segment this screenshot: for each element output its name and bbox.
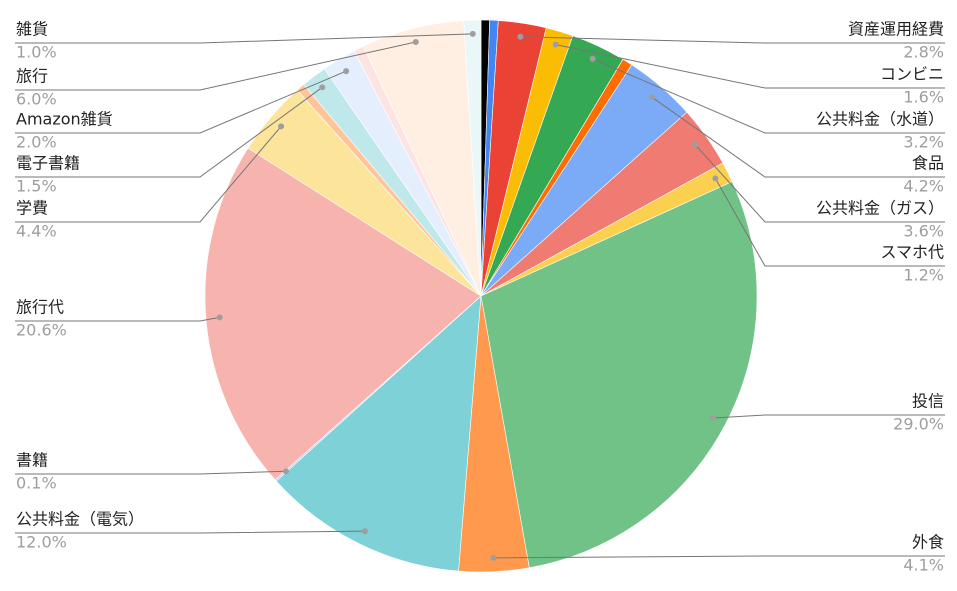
slice-label: Amazon雑貨	[16, 110, 113, 129]
slice-value-label: 1.0%	[16, 43, 57, 62]
slice-value-label: 4.2%	[903, 177, 944, 196]
slice-label: 公共料金（電気）	[16, 510, 144, 529]
leader-dot	[278, 123, 285, 130]
leader-line	[15, 86, 323, 178]
slice-value-label: 1.2%	[903, 266, 944, 285]
slice-value-label: 29.0%	[893, 415, 944, 434]
slice-label: 食品	[912, 154, 944, 173]
pie-slice	[463, 19, 482, 297]
leader-line	[694, 144, 945, 223]
leader-dot	[648, 94, 655, 101]
slice-label: 外食	[912, 533, 944, 552]
slice-label: 公共料金（ガス）	[816, 199, 944, 218]
leader-line	[15, 316, 220, 322]
slice-value-label: 20.6%	[16, 321, 67, 340]
pie-slice	[275, 295, 482, 572]
leader-dot	[490, 554, 497, 561]
leader-line	[592, 58, 945, 134]
slice-value-label: 3.6%	[903, 222, 944, 241]
leader-dot	[517, 33, 524, 40]
slice-label: コンビニ	[880, 65, 944, 84]
slice-label: 電子書籍	[16, 154, 80, 173]
slice-label: 学費	[16, 199, 48, 218]
leader-line	[15, 33, 473, 44]
leader-line	[15, 41, 416, 91]
leader-dot	[282, 468, 289, 475]
leader-dot	[412, 39, 419, 46]
slice-label: 旅行代	[16, 298, 64, 317]
leader-dot	[361, 528, 368, 535]
slice-value-label: 3.2%	[903, 133, 944, 152]
slice-value-label: 4.4%	[16, 222, 57, 241]
slice-value-label: 12.0%	[16, 533, 67, 552]
slice-value-label: 6.0%	[16, 90, 57, 109]
slice-label: 旅行	[16, 67, 48, 86]
leader-line	[15, 470, 286, 475]
leader-dot	[216, 314, 223, 321]
leader-line	[15, 126, 282, 223]
leader-line	[15, 530, 365, 534]
leader-line	[520, 36, 945, 44]
leader-dot	[319, 84, 326, 91]
slice-value-label: 4.1%	[903, 556, 944, 575]
leader-dot	[343, 68, 350, 75]
leader-line	[713, 414, 945, 419]
pie-slice	[204, 147, 482, 481]
slice-label: 資産運用経費	[848, 20, 944, 39]
leader-dot	[552, 41, 559, 48]
slice-value-label: 2.0%	[16, 133, 57, 152]
slice-value-label: 0.1%	[16, 474, 57, 493]
leader-line	[15, 70, 347, 134]
leader-dot	[712, 175, 719, 182]
leader-line	[714, 178, 945, 267]
leader-line	[555, 44, 945, 89]
slice-label: 雑貨	[16, 20, 48, 39]
leader-line	[493, 555, 945, 559]
slice-label: スマホ代	[880, 243, 944, 262]
slice-label: 書籍	[16, 451, 48, 470]
leader-line	[651, 96, 945, 178]
leader-dot	[692, 141, 699, 148]
leader-dot	[589, 55, 596, 62]
slice-label: 投信	[912, 392, 944, 411]
leader-dot	[710, 414, 717, 421]
leader-dot	[469, 30, 476, 37]
slice-label: 公共料金（水道）	[816, 110, 944, 129]
slice-value-label: 2.8%	[903, 43, 944, 62]
slice-value-label: 1.5%	[16, 177, 57, 196]
slice-value-label: 1.6%	[903, 88, 944, 107]
